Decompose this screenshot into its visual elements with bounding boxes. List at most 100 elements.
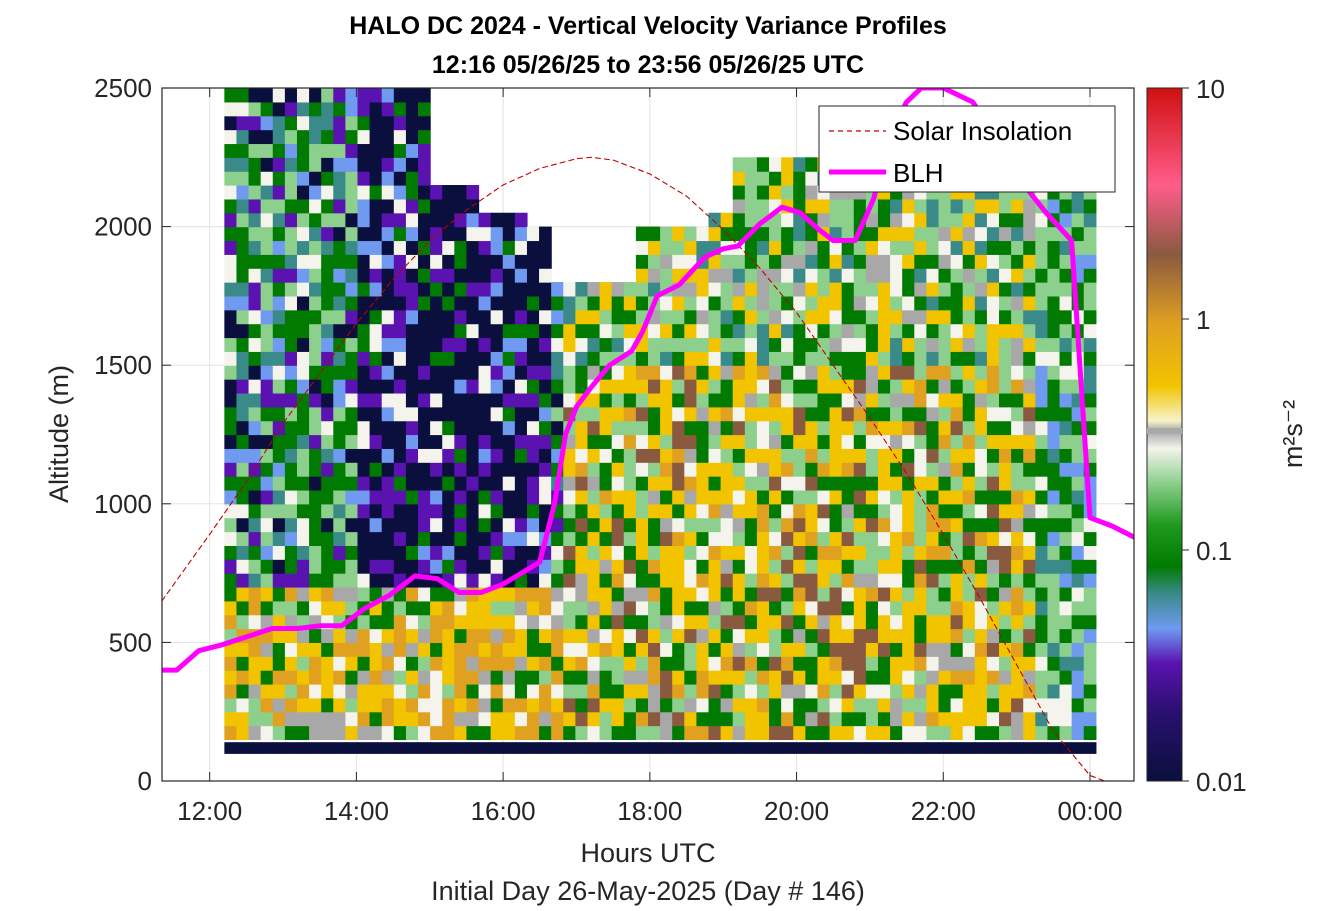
x-tick-label: 00:00 [1057,796,1122,826]
heatmap-cell [672,392,685,408]
heatmap-cell [756,434,770,449]
heatmap-cell [321,420,334,436]
heatmap-cell [1035,503,1049,519]
heatmap-cell [793,268,806,283]
heatmap-cell [454,420,468,436]
heatmap-cell [272,254,286,269]
heatmap-cell [248,489,262,505]
heatmap-cell [623,420,637,436]
heatmap-cell [490,559,504,574]
heatmap-cell [345,351,359,366]
heatmap-cell [950,586,964,602]
heatmap-cell [672,573,685,588]
heatmap-cell [805,268,819,283]
heatmap-cell [1059,476,1073,491]
heatmap-cell [684,600,698,616]
heatmap-cell [1047,545,1061,560]
heatmap-cell [575,282,589,297]
heatmap-cell [393,656,407,671]
heatmap-cell [490,628,504,643]
heatmap-cell [381,101,395,117]
heatmap-cell [539,462,552,477]
heatmap-cell [369,268,383,283]
heatmap-cell [648,420,661,436]
heatmap-cell [357,309,371,325]
heatmap-cell [599,448,613,463]
heatmap-cell [466,309,480,325]
heatmap-cell [841,573,855,588]
heatmap-cell [744,420,758,436]
heatmap-cell [672,656,685,671]
heatmap-cell [962,462,976,477]
heatmap-cell [248,88,262,103]
heatmap-cell [817,254,831,269]
heatmap-cell [551,628,564,643]
heatmap-cell [793,559,806,574]
heatmap-cell [1023,365,1036,380]
heatmap-cell [1035,392,1049,408]
heatmap-cell [418,198,431,214]
heatmap-cell [224,531,238,546]
heatmap-cell [635,503,649,519]
heatmap-cell [357,198,371,214]
heatmap-cell [563,670,576,685]
heatmap-cell [708,489,722,505]
heatmap-cell [781,254,794,269]
heatmap-cell [466,600,480,616]
heatmap-cell [381,185,395,200]
heatmap-cell [345,586,359,602]
heatmap-cell [430,295,443,311]
heatmap-cell [793,171,806,186]
heatmap-cell [248,600,262,616]
heatmap-cell [272,268,286,283]
heatmap-cell [1059,462,1073,477]
heatmap-cell [648,586,661,602]
heatmap-cell [369,697,383,713]
heatmap-cell [817,406,831,422]
heatmap-cell [853,642,867,657]
heatmap-cell [357,171,371,186]
heatmap-cell [635,240,649,255]
heatmap-cell [865,406,879,422]
heatmap-cell [284,517,298,533]
heatmap-cell [393,683,407,699]
heatmap-cell [526,448,540,463]
heatmap-cell [490,226,504,242]
heatmap-cell [635,545,649,560]
heatmap-cell [260,434,274,449]
heatmap-cell [478,573,492,588]
heatmap-cell [926,323,940,339]
heatmap-cell [950,406,964,422]
heatmap-cell [369,129,383,145]
heatmap-cell [635,725,649,741]
heatmap-cell [877,531,891,546]
heatmap-cell [333,448,346,463]
heatmap-cell [974,226,988,242]
heatmap-cell [696,711,710,727]
heatmap-cell [260,742,274,754]
heatmap-cell [865,282,879,297]
heatmap-cell [829,337,843,352]
heatmap-cell [756,309,770,325]
heatmap-cell [502,240,516,255]
heatmap-cell [345,573,359,588]
heatmap-cell [587,392,601,408]
heatmap-cell [321,531,334,546]
heatmap-cell [224,115,238,131]
heatmap-cell [563,614,576,630]
heatmap-cell [720,656,734,671]
heatmap-cell [526,711,540,727]
heatmap-cell [345,711,359,727]
heatmap-cell [236,101,250,117]
heatmap-cell [514,476,528,491]
heatmap-cell [672,503,685,519]
x-tick-label: 16:00 [471,796,536,826]
heatmap-cell [648,742,661,754]
heatmap-cell [962,365,976,380]
heatmap-cell [877,742,891,754]
heatmap-cell [514,406,528,422]
heatmap-cell [817,742,831,754]
heatmap-cell [418,226,431,242]
heatmap-cell [684,628,698,643]
heatmap-cell [732,697,746,713]
